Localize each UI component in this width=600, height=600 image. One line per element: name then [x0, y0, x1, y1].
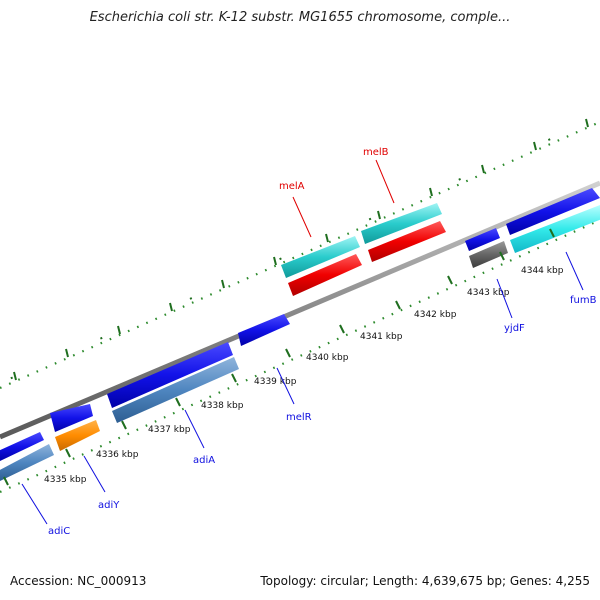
gene-arrow: [112, 357, 239, 423]
tick-label: 4336 kbp: [96, 450, 139, 460]
tick-label: 4343 kbp: [467, 288, 510, 298]
gene-arrow: [469, 241, 508, 268]
gene-arrow: [368, 221, 446, 262]
outer-ruler-ticks: [13, 118, 589, 381]
tick-label: 4339 kbp: [254, 377, 297, 387]
gene-arrow: [55, 420, 100, 451]
gene-arrow: [107, 342, 233, 408]
topology-text: Topology: circular; Length: 4,639,675 bp…: [260, 574, 590, 588]
tick-label: 4340 kbp: [306, 353, 349, 363]
tick-label: 4337 kbp: [148, 425, 191, 435]
gene-labels: adiC adiY adiA melR melA melB yjdF fumB: [48, 147, 597, 537]
gene-label-melB: melB: [363, 147, 389, 158]
tick-label: 4344 kbp: [521, 266, 564, 276]
chromosome-backbone: [0, 180, 600, 440]
accession-text: Accession: NC_000913: [10, 574, 147, 588]
tick-label: 4335 kbp: [44, 475, 87, 485]
tick-labels: 4335 kbp 4336 kbp 4337 kbp 4338 kbp 4339…: [44, 266, 564, 485]
gene-arrow: [510, 205, 600, 253]
gene-arrow: [465, 228, 500, 251]
tick-label: 4338 kbp: [201, 401, 244, 411]
gene-arrow: [0, 432, 44, 461]
gene-arrow: [0, 444, 54, 481]
gene-label-melA: melA: [279, 181, 305, 192]
outer-ruler: [0, 117, 600, 390]
gene-label-adiY: adiY: [98, 500, 120, 511]
gene-label-fumB: fumB: [570, 295, 597, 306]
gene-label-melR: melR: [286, 412, 312, 423]
gene-arrow: [50, 404, 93, 432]
tick-label: 4342 kbp: [414, 310, 457, 320]
gene-arrow: [361, 203, 442, 244]
gene-arrow: [238, 314, 290, 346]
gene-label-adiA: adiA: [193, 455, 215, 466]
tick-label: 4341 kbp: [360, 332, 403, 342]
gene-leaders: [21, 159, 584, 525]
gene-arrow: [288, 254, 362, 296]
gene-arrows: [0, 188, 600, 481]
gene-label-adiC: adiC: [48, 526, 70, 537]
gene-arrow: [506, 188, 600, 235]
gene-arrow: [281, 236, 360, 278]
ruler-ticks: [3, 228, 555, 486]
gene-label-yjdF: yjdF: [504, 323, 525, 334]
map-title: Escherichia coli str. K-12 substr. MG165…: [89, 10, 511, 25]
